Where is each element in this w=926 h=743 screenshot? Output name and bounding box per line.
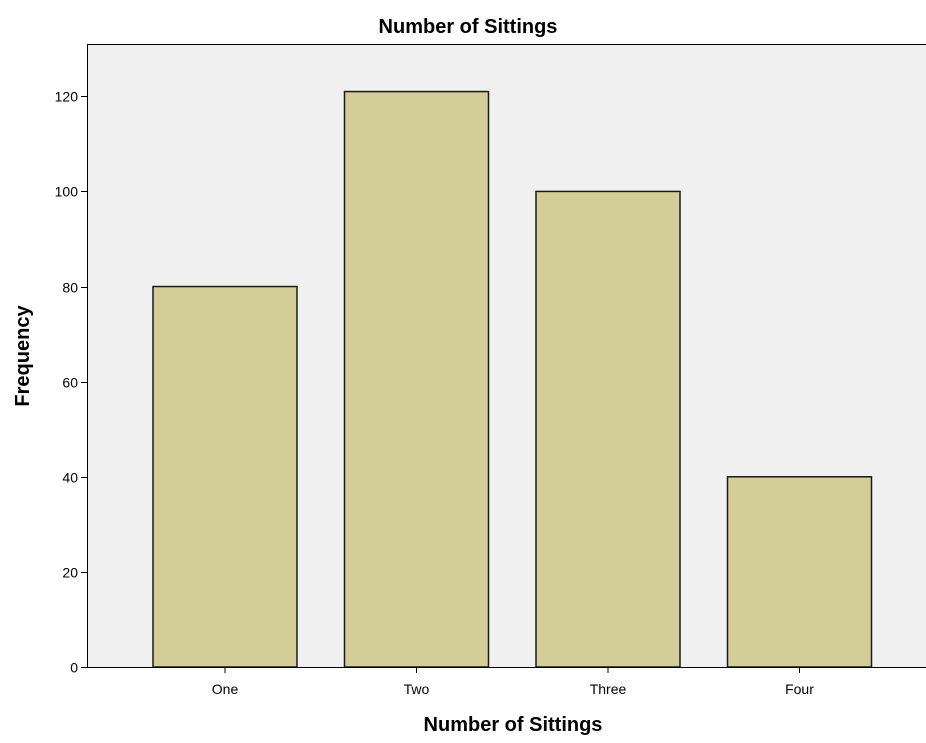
bar-two	[343, 90, 490, 668]
x-tick-label-one: One	[212, 681, 239, 697]
y-tick-label-20: 20	[62, 565, 78, 581]
y-axis-title: Frequency	[12, 305, 34, 407]
y-tick-label-80: 80	[62, 280, 78, 296]
y-tick-label-120: 120	[55, 89, 79, 105]
bars-layer	[152, 90, 873, 668]
y-tick-label-60: 60	[62, 375, 78, 391]
x-tick-label-four: Four	[785, 681, 814, 697]
y-tick-label-0: 0	[70, 660, 78, 676]
chart-title: Number of Sittings	[379, 16, 558, 38]
bar-three	[535, 190, 681, 668]
y-tick-label-100: 100	[55, 184, 79, 200]
bar-four	[726, 476, 873, 668]
bar-one	[152, 285, 298, 668]
x-tick-label-three: Three	[590, 681, 627, 697]
axes-layer: 0 20 40 60 80 100 120 One Two Three Four	[55, 44, 926, 697]
x-tick-label-two: Two	[404, 681, 430, 697]
x-axis-title: Number of Sittings	[424, 714, 603, 736]
y-tick-label-40: 40	[62, 470, 78, 486]
